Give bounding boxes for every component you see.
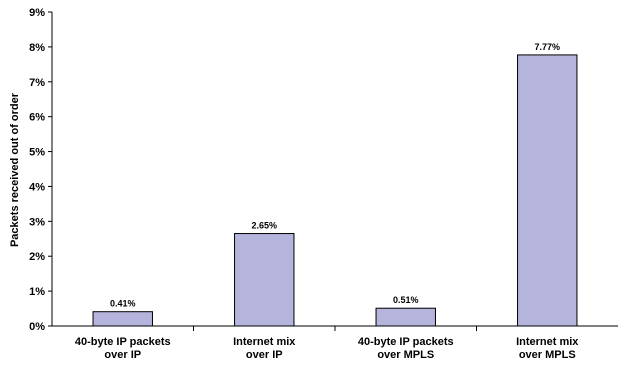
y-tick-label: 3% [29,216,45,228]
x-tick-label: 40-byte IP packets [358,336,454,348]
y-axis-label: Packets received out of order [9,92,21,247]
bar [517,54,578,327]
data-label: 7.77% [534,42,560,52]
x-tick-label: Internet mix [233,336,296,348]
bar [92,311,153,327]
x-tick-label: over IP [246,349,283,361]
x-tick-label: over IP [104,349,141,361]
y-tick-label: 9% [29,7,45,19]
bar [234,233,295,327]
y-tick-label: 0% [29,321,45,333]
y-tick-label: 5% [29,147,45,159]
y-tick-label: 2% [29,251,45,263]
y-tick-label: 7% [29,77,45,89]
x-tick-label: 40-byte IP packets [75,336,171,348]
y-axis: 0% 1% 2% 3% 4% 5% 6% 7% 8% 9% [29,7,52,333]
y-tick-label: 4% [29,181,45,193]
bar [375,307,436,327]
bars: 0.41% 2.65% 0.51% 7.77% [92,42,578,327]
x-tick-label: Internet mix [516,336,579,348]
data-label: 2.65% [251,221,277,231]
y-tick-label: 1% [29,286,45,298]
x-tick-label: over MPLS [377,349,434,361]
data-label: 0.41% [110,299,136,309]
y-tick-label: 8% [29,42,45,54]
data-label: 0.51% [393,295,419,305]
x-tick-label: over MPLS [519,349,576,361]
y-tick-label: 6% [29,112,45,124]
